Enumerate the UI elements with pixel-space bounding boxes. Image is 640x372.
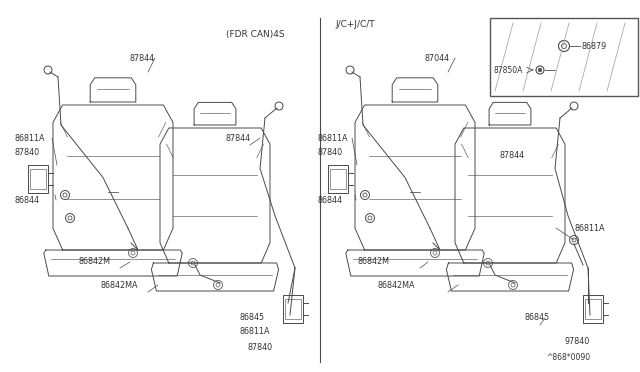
Text: 86811A: 86811A (240, 327, 271, 337)
Text: 87844: 87844 (500, 151, 525, 160)
Text: 87844: 87844 (130, 54, 155, 62)
Text: 86844: 86844 (318, 196, 343, 205)
Text: 86842M: 86842M (78, 257, 110, 266)
Bar (28, 165, 48, 193)
Bar (30, 169, 46, 189)
Text: 86811A: 86811A (318, 134, 349, 142)
Text: J/C+J/C/T: J/C+J/C/T (335, 20, 374, 29)
Text: 87840: 87840 (14, 148, 39, 157)
Bar (283, 295, 303, 323)
Bar (490, 18, 638, 96)
Bar (328, 165, 348, 193)
Text: 86845: 86845 (525, 314, 550, 323)
Circle shape (538, 68, 542, 72)
Text: 86844: 86844 (14, 196, 39, 205)
Bar (583, 295, 603, 323)
Text: 86811A: 86811A (14, 134, 45, 142)
Text: 97840: 97840 (565, 337, 590, 346)
Text: 87044: 87044 (425, 54, 450, 62)
Text: (FDR CAN)4S: (FDR CAN)4S (226, 30, 284, 39)
Bar (330, 169, 346, 189)
Bar (585, 299, 601, 319)
Text: 86845: 86845 (240, 314, 265, 323)
Text: 86842MA: 86842MA (100, 280, 138, 289)
Text: 87840: 87840 (248, 343, 273, 353)
Text: 87844: 87844 (225, 134, 250, 142)
Text: ^868*0090: ^868*0090 (546, 353, 590, 362)
Bar (285, 299, 301, 319)
Text: 86842M: 86842M (358, 257, 390, 266)
Text: 86811A: 86811A (575, 224, 605, 232)
Text: 86879: 86879 (582, 42, 607, 51)
Text: 87850A: 87850A (494, 65, 524, 74)
Text: 87840: 87840 (318, 148, 343, 157)
Text: 86842MA: 86842MA (378, 280, 415, 289)
